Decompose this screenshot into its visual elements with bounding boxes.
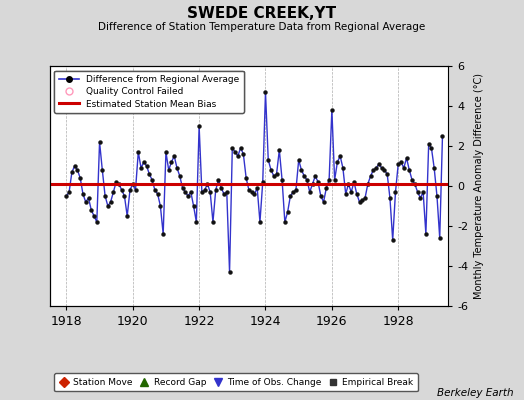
Text: Berkeley Earth: Berkeley Earth [437, 388, 514, 398]
Legend: Station Move, Record Gap, Time of Obs. Change, Empirical Break: Station Move, Record Gap, Time of Obs. C… [54, 374, 418, 392]
Text: Difference of Station Temperature Data from Regional Average: Difference of Station Temperature Data f… [99, 22, 425, 32]
Text: SWEDE CREEK,YT: SWEDE CREEK,YT [188, 6, 336, 21]
Y-axis label: Monthly Temperature Anomaly Difference (°C): Monthly Temperature Anomaly Difference (… [474, 73, 484, 299]
Legend: Difference from Regional Average, Quality Control Failed, Estimated Station Mean: Difference from Regional Average, Qualit… [54, 70, 244, 113]
